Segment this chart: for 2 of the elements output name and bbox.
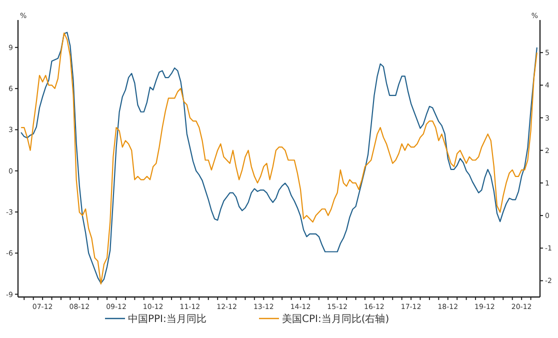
- legend-label: 中国PPI:当月同比: [128, 314, 206, 325]
- legend-label: 美国CPI:当月同比(右轴): [282, 314, 390, 325]
